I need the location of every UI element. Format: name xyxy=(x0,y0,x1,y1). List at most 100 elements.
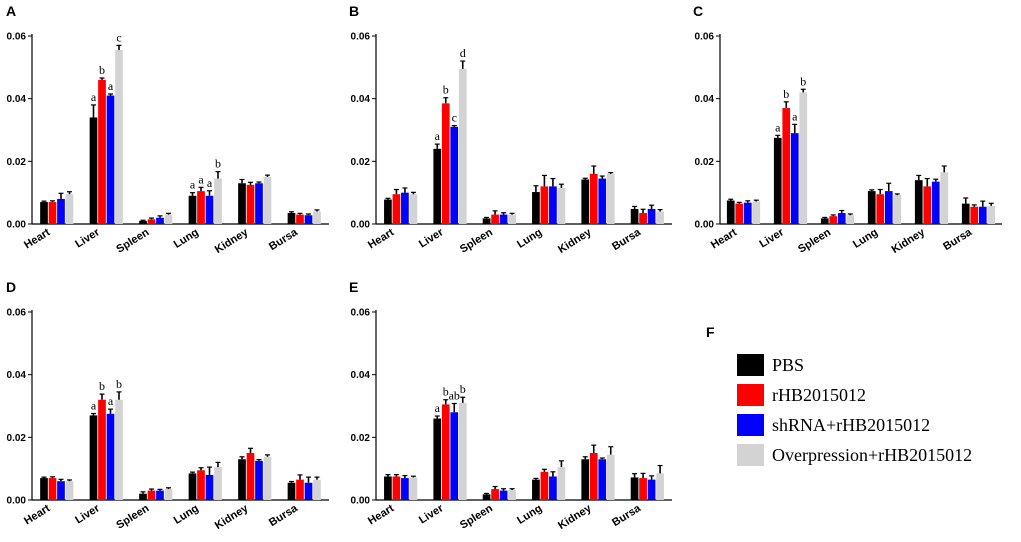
bar xyxy=(147,219,156,224)
y-tick-label: 0.02 xyxy=(695,157,715,168)
bar xyxy=(313,211,321,224)
legend-label: rHB2015012 xyxy=(772,385,866,405)
bar xyxy=(743,202,752,224)
bar xyxy=(65,481,74,500)
x-tick-label: Spleen xyxy=(114,226,151,255)
bar xyxy=(846,215,855,224)
y-tick-label: 0.06 xyxy=(7,308,27,319)
bar xyxy=(89,415,98,500)
bar xyxy=(255,183,263,224)
chart-panel-e: E 0.00 0.02 0.04 0.06 Heart Liver Spleen Lung Kid… xyxy=(349,279,672,532)
bar xyxy=(458,68,467,225)
bar xyxy=(106,95,115,225)
y-tick-label: 0.02 xyxy=(351,157,371,168)
bar xyxy=(98,399,106,500)
bar xyxy=(581,459,590,500)
y-tick-label: 0.00 xyxy=(695,220,715,231)
significance-letter: a xyxy=(775,120,781,134)
bar xyxy=(89,117,98,224)
legend-swatch xyxy=(737,384,764,406)
significance-letter: b xyxy=(443,385,449,399)
bar xyxy=(867,191,876,224)
chart-panel-d: D 0.00 0.02 0.04 0.06 Heart Liver Spleen Lung Kid… xyxy=(6,279,329,532)
bar xyxy=(508,489,516,500)
significance-letter: a xyxy=(108,79,114,93)
bar xyxy=(499,490,508,500)
significance-letter: b xyxy=(783,87,789,101)
x-tick-label: Bursa xyxy=(610,226,644,253)
bar xyxy=(499,214,508,224)
bar xyxy=(884,191,893,224)
legend-label: shRNA+rHB2015012 xyxy=(772,415,930,435)
bar xyxy=(790,133,799,224)
bar xyxy=(450,126,459,224)
bar xyxy=(401,478,409,500)
significance-letter: a xyxy=(91,90,97,104)
bar xyxy=(197,191,205,224)
bar xyxy=(433,418,442,500)
bar xyxy=(401,192,409,224)
bar xyxy=(304,215,313,224)
significance-letter: b xyxy=(215,157,221,171)
significance-letter: a xyxy=(108,394,114,408)
legend-swatch xyxy=(737,414,764,436)
bar xyxy=(48,478,57,500)
y-tick-label: 0.00 xyxy=(351,220,371,231)
bar xyxy=(482,218,491,224)
bar xyxy=(589,173,598,224)
x-tick-label: Liver xyxy=(73,226,102,250)
x-tick-label: Heart xyxy=(22,226,52,251)
bar xyxy=(246,184,255,224)
bar xyxy=(214,178,222,224)
bar xyxy=(647,208,656,224)
bar xyxy=(532,192,540,224)
bar xyxy=(630,477,639,500)
bar xyxy=(656,473,664,500)
bar xyxy=(598,178,607,224)
bar xyxy=(549,186,557,224)
y-tick-label: 0.04 xyxy=(7,370,27,381)
panel-letter: E xyxy=(349,279,358,295)
bar xyxy=(914,180,923,224)
bar xyxy=(313,479,321,500)
legend-label: Overpression+rHB2015012 xyxy=(772,445,972,465)
bar xyxy=(98,79,106,224)
bar xyxy=(647,479,656,500)
legend-label: PBS xyxy=(772,355,804,375)
bar xyxy=(255,460,263,500)
significance-letter: c xyxy=(452,111,457,125)
bar xyxy=(752,201,761,224)
bar xyxy=(106,413,115,500)
significance-letter: b xyxy=(99,379,105,393)
legend-swatch xyxy=(737,354,764,376)
bar xyxy=(392,194,401,224)
bar xyxy=(458,402,467,500)
bar xyxy=(557,187,566,224)
bar xyxy=(735,203,744,224)
y-tick-label: 0.04 xyxy=(351,370,371,381)
chart-panel-a: A 0.00 0.02 0.04 0.06 Heart Liver Spleen Lung Kid… xyxy=(6,3,329,256)
x-tick-label: Liver xyxy=(73,502,102,526)
bar xyxy=(799,92,808,225)
x-tick-label: Heart xyxy=(366,502,396,527)
x-tick-label: Heart xyxy=(22,502,52,527)
y-tick-label: 0.00 xyxy=(7,496,27,507)
x-tick-label: Bursa xyxy=(267,226,301,253)
y-tick-label: 0.00 xyxy=(351,496,371,507)
x-tick-label: Spleen xyxy=(796,226,833,255)
x-tick-label: Liver xyxy=(417,502,446,526)
y-tick-label: 0.04 xyxy=(351,94,371,105)
bar xyxy=(987,205,996,224)
bar xyxy=(205,474,214,500)
x-tick-label: Liver xyxy=(417,226,446,250)
x-tick-label: Bursa xyxy=(941,226,975,253)
bar xyxy=(893,195,902,224)
x-tick-label: Lung xyxy=(515,226,544,250)
bar xyxy=(549,476,557,500)
bar xyxy=(557,467,566,500)
bar xyxy=(214,467,222,500)
y-tick-label: 0.00 xyxy=(7,220,27,231)
bar xyxy=(384,199,392,224)
x-tick-label: Lung xyxy=(172,226,201,250)
